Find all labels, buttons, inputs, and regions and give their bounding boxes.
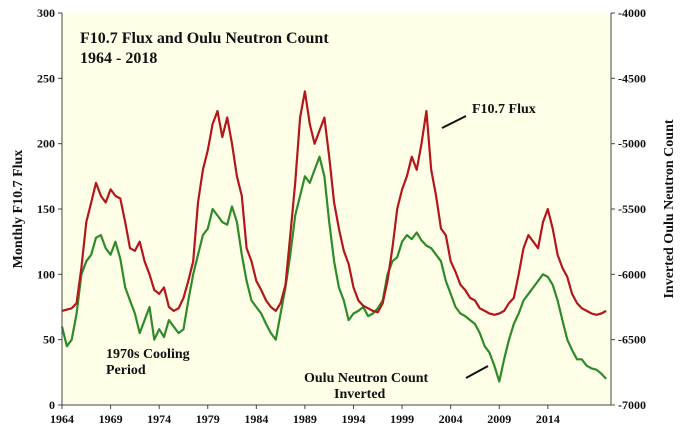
y-right-tick-label: -5500 <box>618 202 646 216</box>
y-right-tick-label: -4000 <box>618 6 646 20</box>
x-tick-label: 1974 <box>147 412 171 426</box>
y-left-tick-label: 300 <box>37 6 55 20</box>
ticks-layer: 1964 1969 1974 1979 1984 1989 1994 1999 2004 2009… <box>37 6 646 426</box>
y-left-tick-label: 150 <box>37 202 55 216</box>
flux-series-label: F10.7 Flux <box>472 102 536 117</box>
y-left-tick-label: 0 <box>49 398 55 412</box>
y-right-tick-label: -4500 <box>618 71 646 85</box>
y-left-tick-label: 250 <box>37 71 55 85</box>
cooling-period-annotation-line1: 1970s Cooling <box>106 347 190 362</box>
x-tick-label: 1979 <box>196 412 220 426</box>
x-tick-label: 1994 <box>342 412 366 426</box>
neutron-label-pointer <box>465 365 489 379</box>
x-tick-label: 1969 <box>99 412 123 426</box>
y-right-tick-label: -6000 <box>618 267 646 281</box>
cooling-period-annotation-line2: Period <box>106 363 146 378</box>
y-axis-left-label: Monthly F10.7 Flux <box>11 150 26 269</box>
x-tick-label: 2014 <box>536 412 560 426</box>
flux-label-pointer <box>441 115 467 129</box>
x-tick-label: 2004 <box>439 412 463 426</box>
series-layer <box>60 90 607 383</box>
y-right-tick-label: -6500 <box>618 333 646 347</box>
y-left-tick-label: 50 <box>43 333 55 347</box>
y-left-tick-label: 100 <box>37 267 55 281</box>
y-right-tick-label: -7000 <box>618 398 646 412</box>
x-tick-label: 1999 <box>390 412 414 426</box>
x-tick-label: 1989 <box>293 412 317 426</box>
chart-title: F10.7 Flux and Oulu Neutron Count <box>80 30 329 47</box>
y-left-tick-label: 200 <box>37 137 55 151</box>
neutron-series-label-line2: Inverted <box>334 387 386 402</box>
flux-series-line <box>61 90 607 316</box>
x-tick-label: 1984 <box>244 412 268 426</box>
chart-subtitle: 1964 - 2018 <box>80 50 157 67</box>
y-axis-right-label: Inverted Oulu Neutron Count <box>662 119 677 298</box>
y-right-tick-label: -5000 <box>618 137 646 151</box>
x-tick-label: 1964 <box>50 412 74 426</box>
neutron-series-label-line1: Oulu Neutron Count <box>304 371 429 386</box>
x-tick-label: 2009 <box>487 412 511 426</box>
neutron-series-line <box>60 155 607 383</box>
